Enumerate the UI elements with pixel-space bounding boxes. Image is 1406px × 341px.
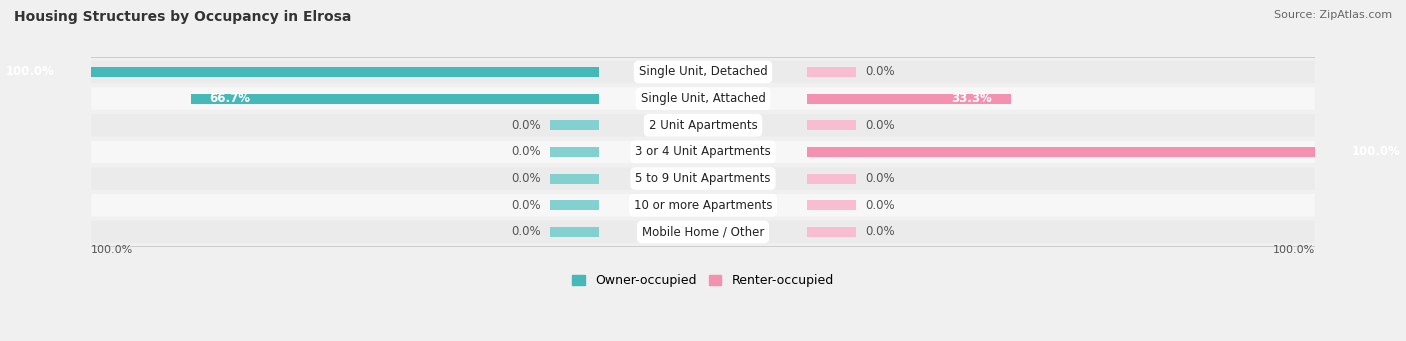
Text: 0.0%: 0.0%	[865, 172, 894, 185]
Text: 2 Unit Apartments: 2 Unit Apartments	[648, 119, 758, 132]
Bar	[807, 174, 856, 184]
Bar	[0, 67, 599, 77]
Text: Housing Structures by Occupancy in Elrosa: Housing Structures by Occupancy in Elros…	[14, 10, 352, 24]
FancyBboxPatch shape	[91, 87, 1315, 110]
Bar	[807, 93, 1011, 104]
Bar	[807, 147, 856, 157]
Text: 100.0%: 100.0%	[91, 245, 134, 255]
Text: 100.0%: 100.0%	[6, 65, 55, 78]
FancyBboxPatch shape	[91, 194, 1315, 217]
Bar	[0, 67, 599, 77]
Bar	[550, 200, 599, 210]
Text: 0.0%: 0.0%	[512, 172, 541, 185]
FancyBboxPatch shape	[91, 141, 1315, 163]
Text: 100.0%: 100.0%	[1272, 245, 1315, 255]
FancyBboxPatch shape	[91, 114, 1315, 136]
Bar	[807, 120, 856, 130]
Bar	[807, 147, 1406, 157]
Text: 3 or 4 Unit Apartments: 3 or 4 Unit Apartments	[636, 145, 770, 159]
Bar	[191, 93, 599, 104]
Text: 0.0%: 0.0%	[865, 119, 894, 132]
Bar	[191, 93, 599, 104]
Text: 66.7%: 66.7%	[209, 92, 250, 105]
Text: 0.0%: 0.0%	[865, 65, 894, 78]
Text: 5 to 9 Unit Apartments: 5 to 9 Unit Apartments	[636, 172, 770, 185]
Bar	[807, 93, 856, 104]
Text: 0.0%: 0.0%	[865, 225, 894, 238]
Bar	[807, 93, 1011, 104]
Text: Source: ZipAtlas.com: Source: ZipAtlas.com	[1274, 10, 1392, 20]
FancyBboxPatch shape	[91, 167, 1315, 190]
Bar	[807, 147, 1406, 157]
FancyBboxPatch shape	[91, 61, 1315, 83]
Bar	[550, 93, 599, 104]
Text: 0.0%: 0.0%	[512, 199, 541, 212]
Text: 0.0%: 0.0%	[865, 199, 894, 212]
Bar	[550, 227, 599, 237]
Legend: Owner-occupied, Renter-occupied: Owner-occupied, Renter-occupied	[572, 274, 834, 287]
Bar	[807, 67, 856, 77]
Text: 0.0%: 0.0%	[512, 119, 541, 132]
Text: Single Unit, Attached: Single Unit, Attached	[641, 92, 765, 105]
Text: 0.0%: 0.0%	[512, 225, 541, 238]
FancyBboxPatch shape	[91, 221, 1315, 243]
Text: Single Unit, Detached: Single Unit, Detached	[638, 65, 768, 78]
Bar	[807, 227, 856, 237]
Bar	[550, 174, 599, 184]
Text: 33.3%: 33.3%	[952, 92, 993, 105]
Text: 100.0%: 100.0%	[1351, 145, 1400, 159]
Bar	[550, 67, 599, 77]
Text: 10 or more Apartments: 10 or more Apartments	[634, 199, 772, 212]
Bar	[550, 120, 599, 130]
Bar	[550, 147, 599, 157]
Bar	[807, 200, 856, 210]
Text: 0.0%: 0.0%	[512, 145, 541, 159]
Text: Mobile Home / Other: Mobile Home / Other	[641, 225, 765, 238]
